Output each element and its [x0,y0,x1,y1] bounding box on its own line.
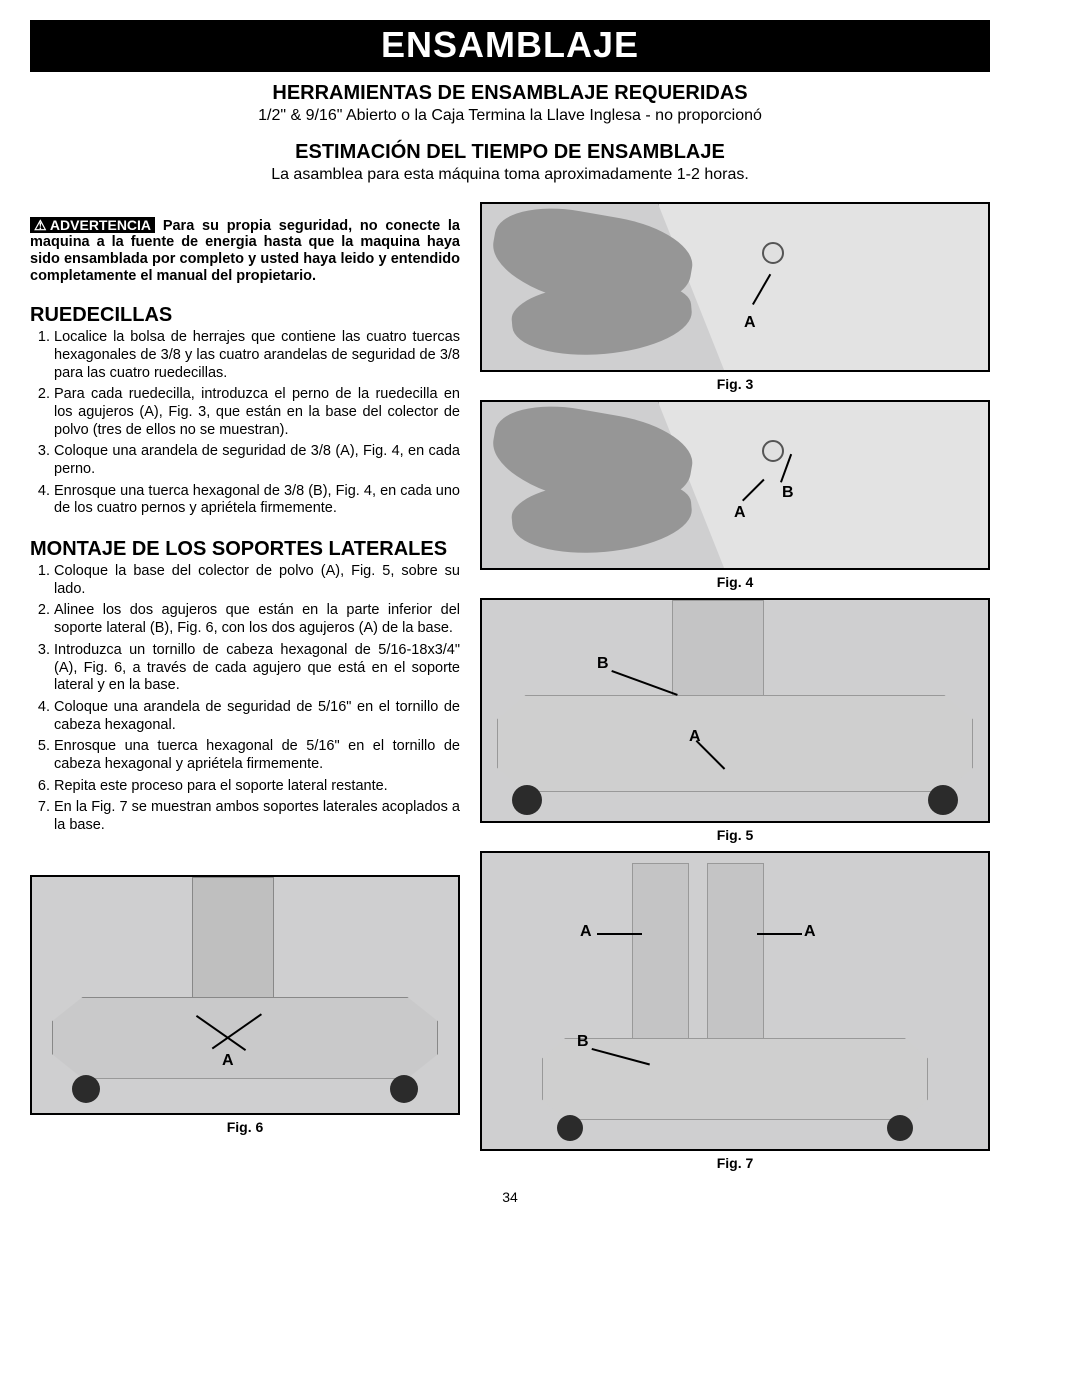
tools-text: 1/2" & 9/16" Abierto o la Caja Termina l… [30,107,990,125]
figure-3-caption: Fig. 3 [480,376,990,392]
tools-heading: HERRAMIENTAS DE ENSAMBLAJE REQUERIDAS [30,82,990,105]
page-title-banner: ENSAMBLAJE [30,20,990,72]
list-item: Coloque una arandela de seguridad de 5/1… [54,699,460,734]
figure-6-caption: Fig. 6 [30,1119,460,1135]
figure-6: A [30,875,460,1115]
section-soportes-heading: MONTAJE DE LOS SOPORTES LATERALES [30,538,460,561]
section-soportes-list: Coloque la base del colector de polvo (A… [30,563,460,835]
figure-label: B [597,655,609,673]
figure-label: A [580,923,592,941]
figure-label: A [734,504,746,522]
list-item: Coloque una arandela de seguridad de 3/8… [54,443,460,478]
figure-3: A [480,202,990,372]
time-heading: ESTIMACIÓN DEL TIEMPO DE ENSAMBLAJE [30,141,990,164]
time-text: La asamblea para esta máquina toma aprox… [30,166,990,184]
figure-label: A [222,1052,234,1070]
figure-label: B [782,484,794,502]
list-item: Enrosque una tuerca hexagonal de 5/16" e… [54,738,460,773]
section-ruedecillas-heading: RUEDECILLAS [30,304,460,327]
warning-paragraph: ⚠ ADVERTENCIA Para su propia seguridad, … [30,217,460,285]
figure-label: A [804,923,816,941]
list-item: En la Fig. 7 se muestran ambos soportes … [54,799,460,834]
list-item: Localice la bolsa de herrajes que contie… [54,329,460,382]
figure-5: B A [480,598,990,823]
figure-7-caption: Fig. 7 [480,1155,990,1171]
warning-badge: ⚠ ADVERTENCIA [30,217,155,233]
figure-label: B [577,1033,589,1051]
section-ruedecillas-list: Localice la bolsa de herrajes que contie… [30,329,460,518]
list-item: Alinee los dos agujeros que están en la … [54,602,460,637]
list-item: Enrosque una tuerca hexagonal de 3/8 (B)… [54,483,460,518]
figure-7: A A B [480,851,990,1151]
figure-4: B A [480,400,990,570]
figure-4-caption: Fig. 4 [480,574,990,590]
figure-5-caption: Fig. 5 [480,827,990,843]
figure-label: A [744,314,756,332]
list-item: Introduzca un tornillo de cabeza hexagon… [54,642,460,695]
list-item: Para cada ruedecilla, introduzca el pern… [54,386,460,439]
page-number: 34 [30,1189,990,1205]
list-item: Coloque la base del colector de polvo (A… [54,563,460,598]
figure-label: A [689,728,701,746]
list-item: Repita este proceso para el soporte late… [54,778,460,796]
